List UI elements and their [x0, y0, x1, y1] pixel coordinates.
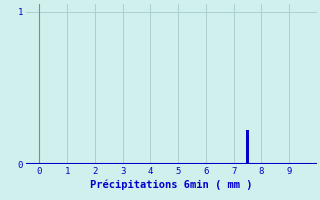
X-axis label: Précipitations 6min ( mm ): Précipitations 6min ( mm )	[90, 180, 252, 190]
Bar	[246, 130, 249, 164]
